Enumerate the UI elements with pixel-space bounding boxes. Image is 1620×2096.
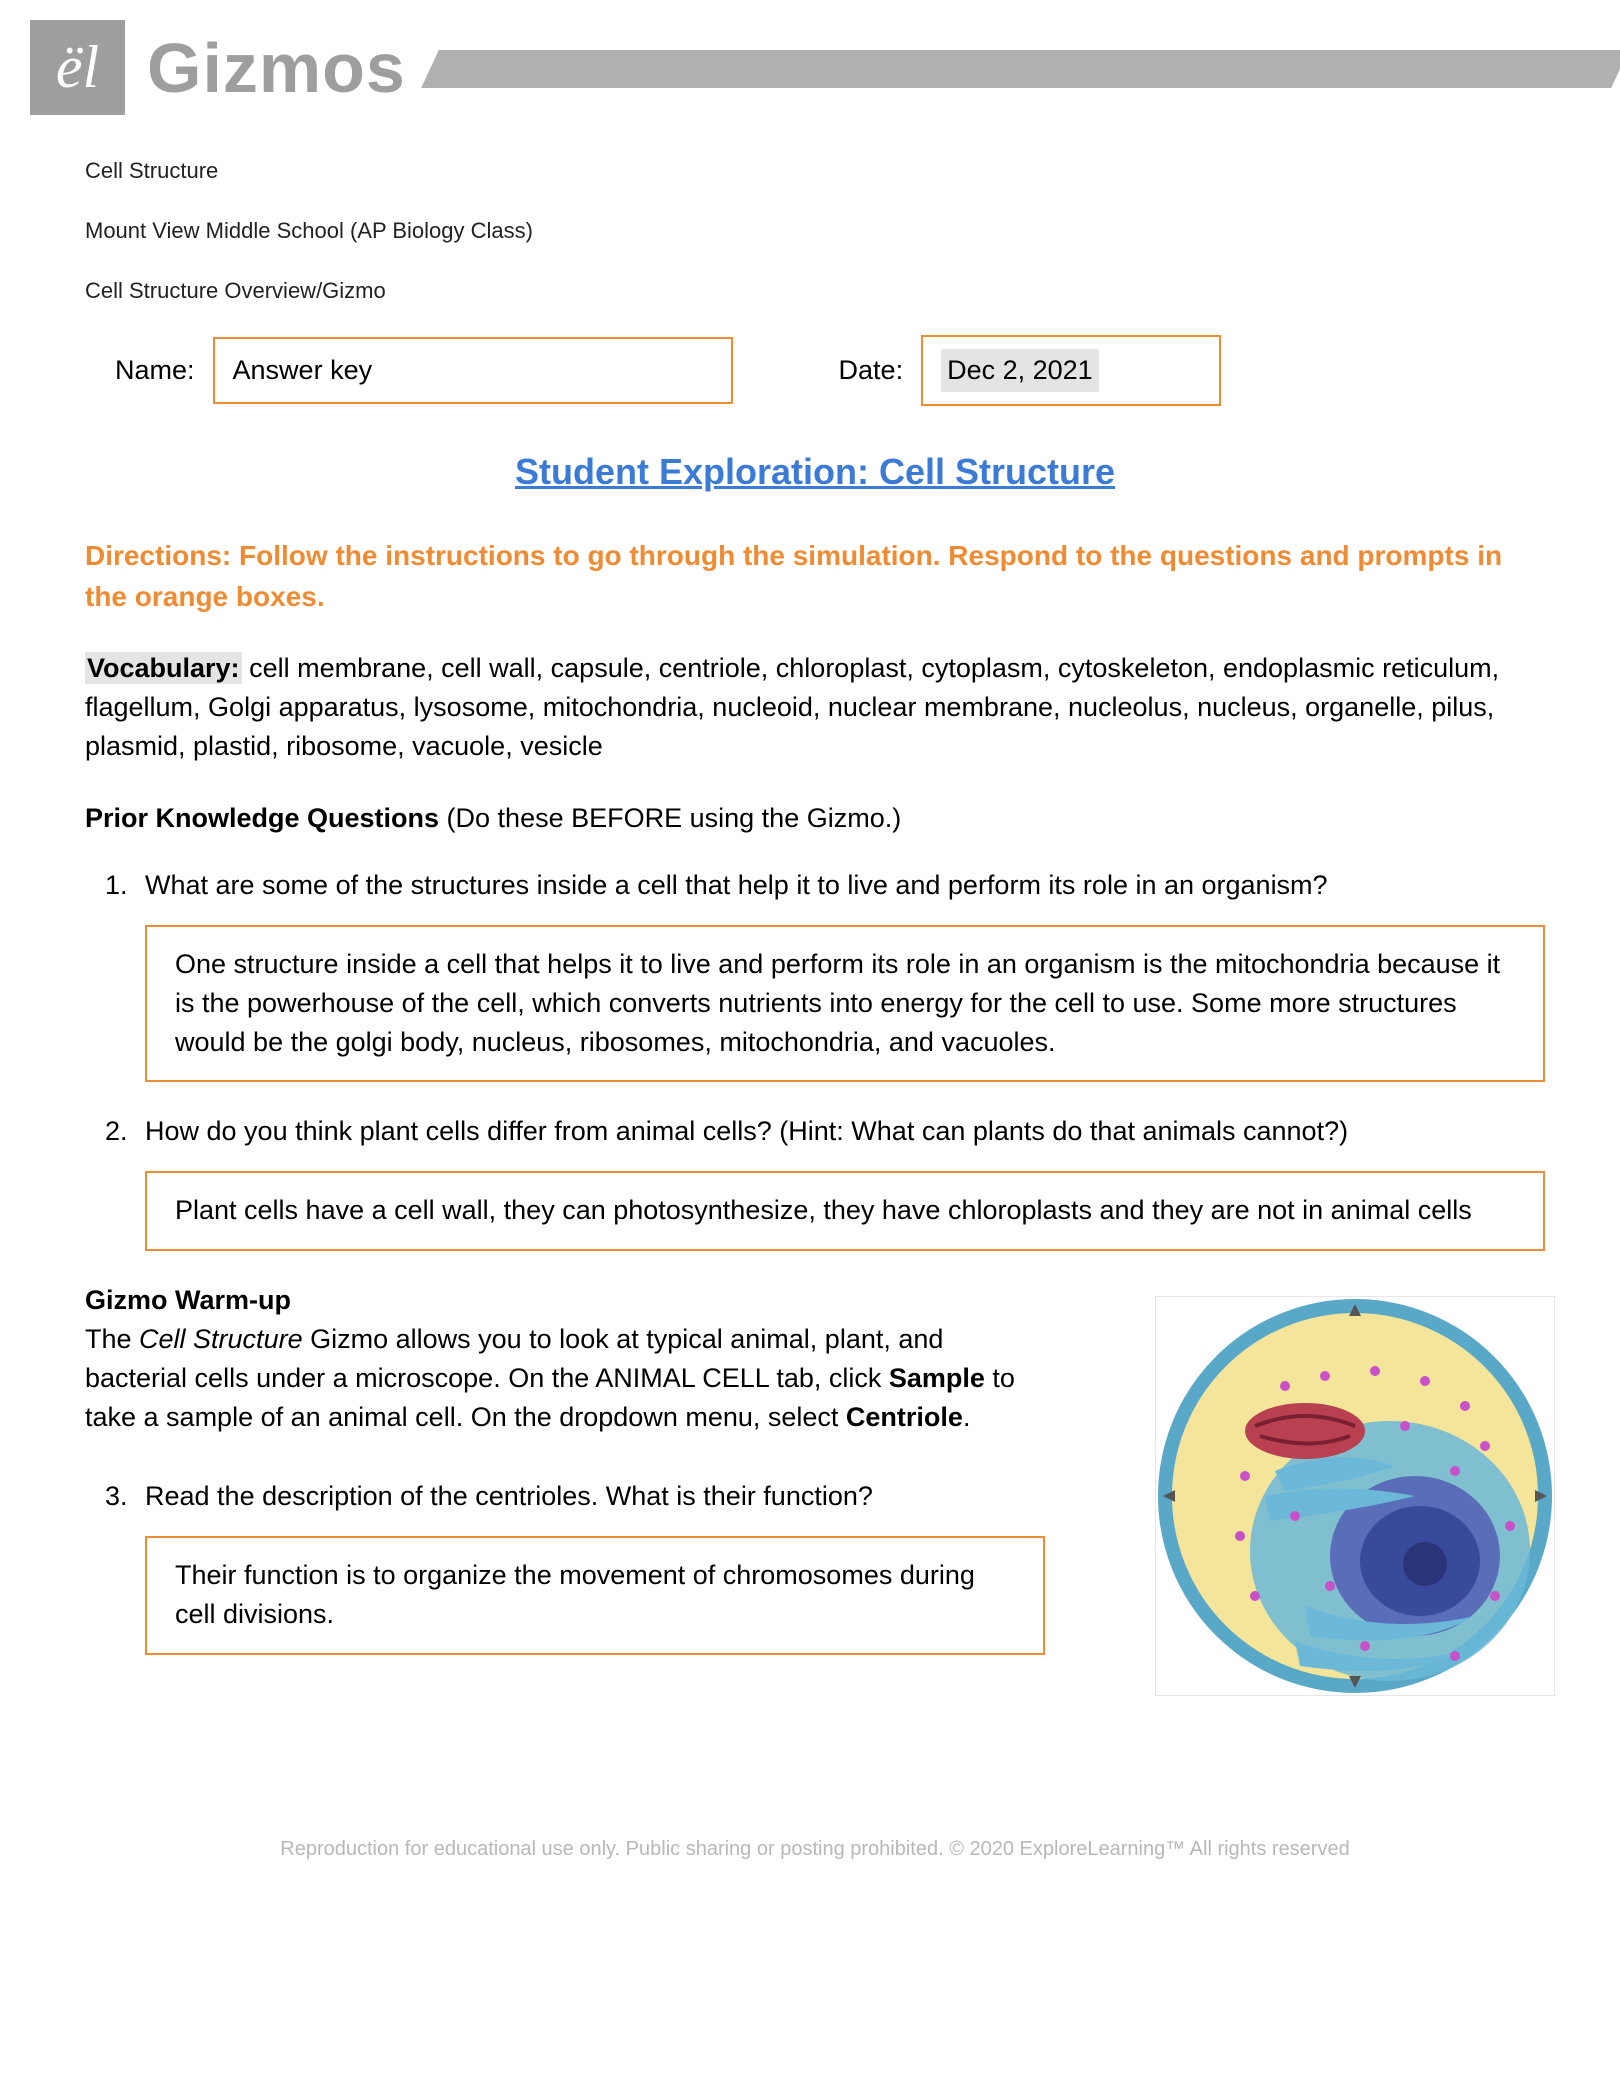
document-body: Cell Structure Mount View Middle School … <box>0 115 1620 1904</box>
cell-diagram-icon <box>1155 1296 1555 1696</box>
q1-text: What are some of the structures inside a… <box>145 870 1328 900</box>
brand-name: Gizmos <box>147 28 406 108</box>
q3-answer-box[interactable]: Their function is to organize the moveme… <box>145 1536 1045 1654</box>
vocabulary-section: Vocabulary: cell membrane, cell wall, ca… <box>85 649 1545 766</box>
date-label: Date: <box>839 351 904 390</box>
q2-answer-box[interactable]: Plant cells have a cell wall, they can p… <box>145 1171 1545 1250</box>
name-date-row: Name: Answer key Date: Dec 2, 2021 <box>115 335 1545 406</box>
prior-heading-rest: (Do these BEFORE using the Gizmo.) <box>439 803 901 833</box>
warmup-heading-text: Gizmo Warm-up <box>85 1285 291 1315</box>
vocabulary-list: cell membrane, cell wall, capsule, centr… <box>85 653 1499 761</box>
page-title: Student Exploration: Cell Structure <box>85 446 1545 498</box>
wp1b: Cell Structure <box>139 1324 303 1354</box>
date-value: Dec 2, 2021 <box>941 349 1099 392</box>
meta-line-1: Cell Structure <box>85 155 1545 187</box>
wp1f: Centriole <box>846 1402 963 1432</box>
prior-knowledge-heading: Prior Knowledge Questions (Do these BEFO… <box>85 799 1545 838</box>
q2-text: How do you think plant cells differ from… <box>145 1116 1348 1146</box>
vocabulary-label: Vocabulary: <box>85 652 242 684</box>
header-stripe <box>421 50 1620 88</box>
question-2: How do you think plant cells differ from… <box>135 1112 1545 1250</box>
name-label: Name: <box>115 351 195 390</box>
question-1: What are some of the structures inside a… <box>135 866 1545 1083</box>
directions-text: Directions: Follow the instructions to g… <box>85 536 1545 617</box>
warmup-heading: Gizmo Warm-up <box>85 1281 1035 1320</box>
meta-line-2: Mount View Middle School (AP Biology Cla… <box>85 215 1545 247</box>
date-field[interactable]: Dec 2, 2021 <box>921 335 1221 406</box>
wp1a: The <box>85 1324 139 1354</box>
header: ël Gizmos <box>0 0 1620 115</box>
question-list: What are some of the structures inside a… <box>85 866 1545 1251</box>
wp1d: Sample <box>889 1363 985 1393</box>
prior-heading-bold: Prior Knowledge Questions <box>85 803 439 833</box>
warmup-section: Gizmo Warm-up The Cell Structure Gizmo a… <box>85 1281 1545 1655</box>
meta-line-3: Cell Structure Overview/Gizmo <box>85 275 1545 307</box>
logo-icon: ël <box>30 20 125 115</box>
warmup-p1: The Cell Structure Gizmo allows you to l… <box>85 1324 1015 1432</box>
q3-text: Read the description of the centrioles. … <box>145 1481 873 1511</box>
wp1g: . <box>963 1402 971 1432</box>
footer-text: Reproduction for educational use only. P… <box>85 1835 1545 1904</box>
breadcrumb: Cell Structure Mount View Middle School … <box>85 155 1545 307</box>
q1-answer-box[interactable]: One structure inside a cell that helps i… <box>145 925 1545 1082</box>
name-field[interactable]: Answer key <box>213 337 733 404</box>
